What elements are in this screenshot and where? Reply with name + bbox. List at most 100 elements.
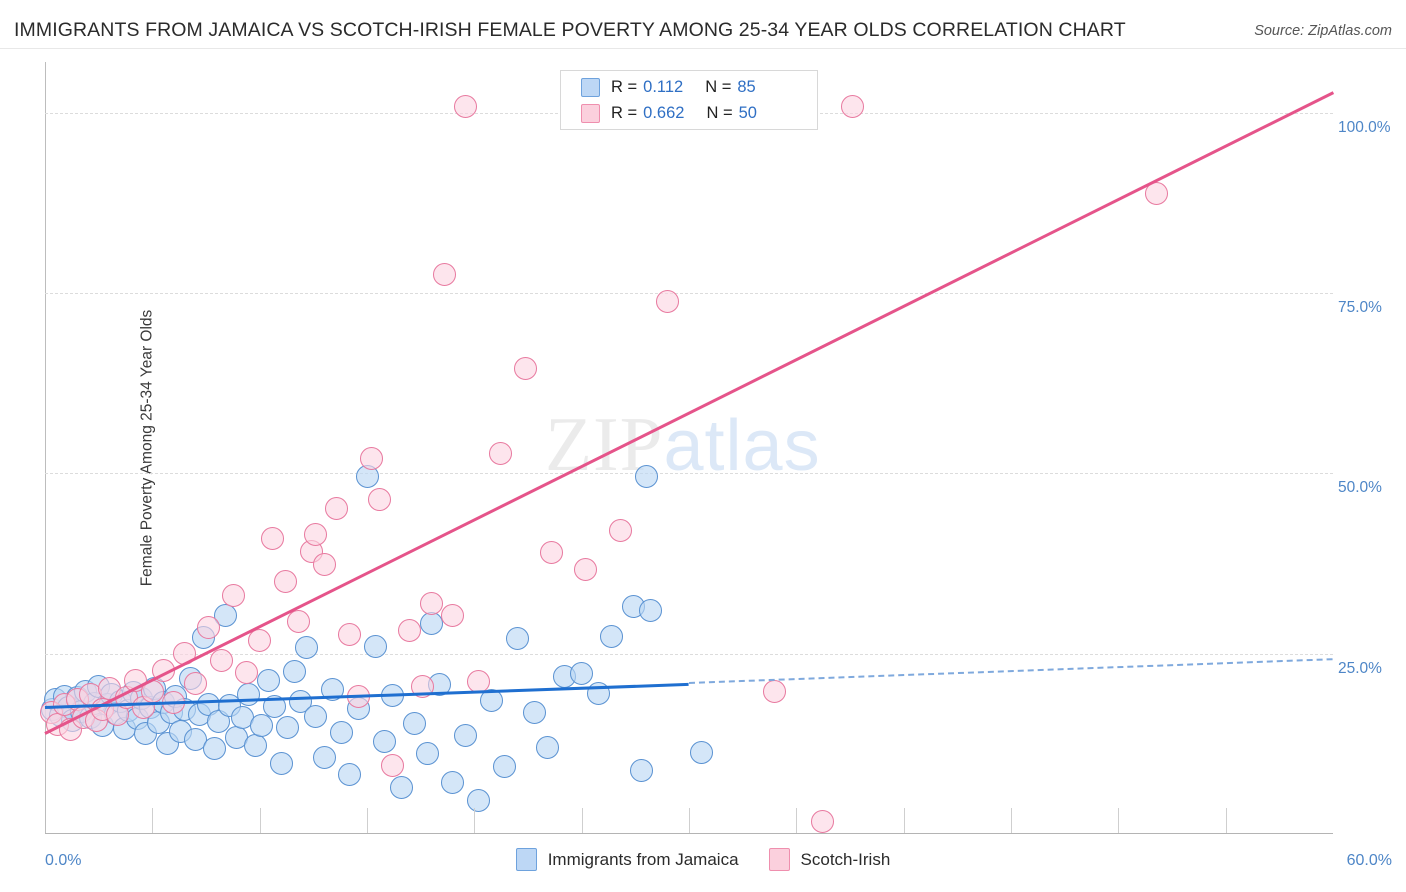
- data-point-pink: [273, 569, 297, 593]
- header-divider: [0, 48, 1406, 49]
- data-point-pink: [151, 658, 175, 682]
- data-point-blue: [441, 771, 465, 795]
- data-point-blue: [303, 704, 327, 728]
- data-point-pink: [840, 94, 864, 118]
- data-point-blue: [269, 751, 293, 775]
- legend-label-jamaica: Immigrants from Jamaica: [547, 849, 739, 869]
- stats-row-scotch-irish: R = 0.662 N = 50: [561, 100, 817, 126]
- data-point-pink: [209, 648, 233, 672]
- y-tick-label-25-0%: 25.0%: [1338, 659, 1382, 677]
- y-tick-label-100-0%: 100.0%: [1338, 118, 1391, 136]
- data-point-pink: [303, 523, 327, 547]
- data-point-blue: [237, 682, 261, 706]
- gridline-75-0%: [45, 292, 1333, 294]
- n-label-jamaica: N =: [705, 77, 732, 96]
- correlation-stats-legend: R = 0.112 N = 85 R = 0.662 N = 50: [560, 70, 818, 130]
- page-title: IMMIGRANTS FROM JAMAICA VS SCOTCH-IRISH …: [14, 19, 1126, 41]
- data-point-blue: [203, 736, 227, 760]
- data-point-blue: [295, 636, 319, 660]
- data-point-pink: [368, 488, 392, 512]
- n-label-scotch-irish: N =: [706, 103, 733, 122]
- data-point-blue: [402, 712, 426, 736]
- data-point-pink: [381, 753, 405, 777]
- data-point-pink: [540, 541, 564, 565]
- y-axis-line: [45, 62, 46, 834]
- x-axis-line: [45, 833, 1333, 834]
- swatch-jamaica-icon: [581, 77, 600, 97]
- data-point-pink: [235, 660, 259, 684]
- data-point-blue: [276, 715, 300, 739]
- data-point-pink: [763, 680, 787, 704]
- x-axis-tick: [474, 808, 476, 833]
- data-point-pink: [432, 263, 456, 287]
- data-point-pink: [656, 290, 680, 314]
- data-point-pink: [196, 616, 220, 640]
- data-point-blue: [505, 626, 529, 650]
- data-point-blue: [690, 740, 714, 764]
- data-point-blue: [338, 763, 362, 787]
- data-point-blue: [480, 689, 503, 713]
- stats-row-jamaica: R = 0.112 N = 85: [561, 74, 817, 100]
- gridline-50-0%: [45, 473, 1333, 475]
- data-point-blue: [587, 681, 611, 705]
- data-point-blue: [522, 701, 546, 725]
- data-point-blue: [372, 730, 396, 754]
- data-point-pink: [222, 584, 246, 608]
- data-point-blue: [329, 720, 353, 744]
- data-point-pink: [488, 441, 512, 465]
- legend-swatch-scotch-irish-icon: [768, 848, 790, 871]
- data-point-blue: [638, 598, 662, 622]
- gridline-25-0%: [45, 653, 1333, 655]
- data-point-blue: [492, 754, 516, 778]
- trendline-scotch-irish: [44, 91, 1334, 735]
- data-point-pink: [162, 691, 186, 715]
- data-point-blue: [282, 660, 306, 684]
- data-point-pink: [359, 447, 383, 471]
- data-point-pink: [441, 603, 465, 627]
- y-axis-title-wrap: Female Poverty Among 25-34 Year Olds: [14, 62, 155, 834]
- data-point-pink: [454, 95, 478, 119]
- x-axis-tick: [1225, 808, 1227, 833]
- x-axis-tick: [689, 808, 690, 833]
- swatch-scotch-irish-icon: [581, 103, 600, 123]
- x-axis-tick: [152, 808, 154, 833]
- x-axis-tick: [581, 808, 583, 833]
- data-point-blue: [634, 464, 658, 488]
- x-axis-tick: [903, 808, 905, 833]
- x-axis-tick: [367, 808, 368, 833]
- data-point-pink: [346, 685, 370, 709]
- data-point-pink: [574, 558, 598, 582]
- data-point-pink: [411, 675, 435, 699]
- data-point-pink: [312, 553, 336, 577]
- data-point-pink: [467, 669, 491, 693]
- x-axis-tick: [1011, 808, 1012, 833]
- data-point-blue: [630, 759, 654, 782]
- legend-item-scotch-irish[interactable]: Scotch-Irish: [768, 848, 891, 871]
- data-point-pink: [173, 642, 197, 666]
- data-point-blue: [535, 735, 559, 759]
- data-point-pink: [325, 497, 349, 521]
- legend-label-scotch-irish: Scotch-Irish: [800, 849, 891, 869]
- x-axis-tick: [259, 808, 261, 833]
- r-label-scotch-irish: R =: [611, 103, 638, 122]
- data-point-blue: [381, 683, 405, 707]
- data-point-pink: [261, 526, 285, 550]
- data-point-pink: [810, 809, 834, 833]
- data-point-blue: [364, 634, 388, 658]
- data-point-pink: [140, 679, 164, 703]
- data-point-pink: [286, 609, 310, 633]
- data-point-pink: [1145, 181, 1169, 205]
- data-point-blue: [256, 668, 280, 692]
- data-point-blue: [250, 714, 274, 738]
- legend-item-jamaica[interactable]: Immigrants from Jamaica: [515, 848, 739, 871]
- data-point-blue: [415, 741, 439, 765]
- r-label-jamaica: R =: [611, 77, 638, 96]
- x-axis-tick: [1118, 808, 1120, 833]
- data-point-pink: [608, 518, 632, 542]
- plot-area: ZIPatlas: [39, 62, 1334, 834]
- n-value-jamaica: 85: [737, 77, 756, 96]
- data-point-pink: [338, 623, 362, 647]
- data-point-blue: [570, 661, 594, 685]
- source-label: Source: ZipAtlas.com: [1254, 23, 1392, 39]
